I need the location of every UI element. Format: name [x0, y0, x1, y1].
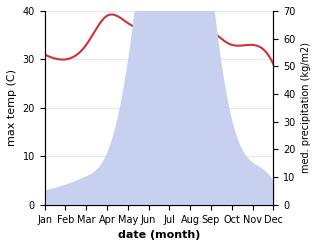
X-axis label: date (month): date (month) — [118, 230, 200, 240]
Y-axis label: max temp (C): max temp (C) — [7, 69, 17, 146]
Y-axis label: med. precipitation (kg/m2): med. precipitation (kg/m2) — [301, 42, 311, 173]
